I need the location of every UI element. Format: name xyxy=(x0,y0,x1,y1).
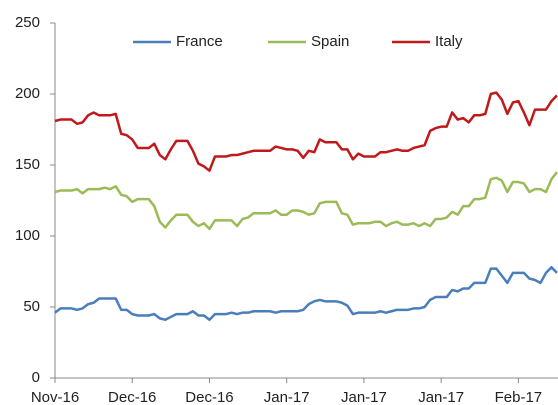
legend-label: Spain xyxy=(311,33,349,50)
x-tick-label: Dec-16 xyxy=(108,389,156,405)
series-line xyxy=(54,265,558,322)
series-line xyxy=(54,91,558,172)
x-tick-label: Jan-17 xyxy=(341,389,387,405)
legend-label: Italy xyxy=(435,33,463,50)
x-tick-label: Dec-16 xyxy=(185,389,233,405)
x-tick-label: Nov-16 xyxy=(31,389,79,405)
legend-label: France xyxy=(176,33,223,50)
series-line xyxy=(54,171,558,231)
y-tick-label: 50 xyxy=(23,298,40,315)
y-tick-label: 150 xyxy=(15,156,40,173)
y-tick-label: 0 xyxy=(32,369,40,386)
x-tick-label: Jan-17 xyxy=(264,389,310,405)
y-tick-label: 100 xyxy=(15,227,40,244)
y-tick-label: 250 xyxy=(15,14,40,31)
y-tick-label: 200 xyxy=(15,85,40,102)
x-tick-label: Feb-17 xyxy=(495,389,543,405)
x-tick-label: Jan-17 xyxy=(418,389,464,405)
